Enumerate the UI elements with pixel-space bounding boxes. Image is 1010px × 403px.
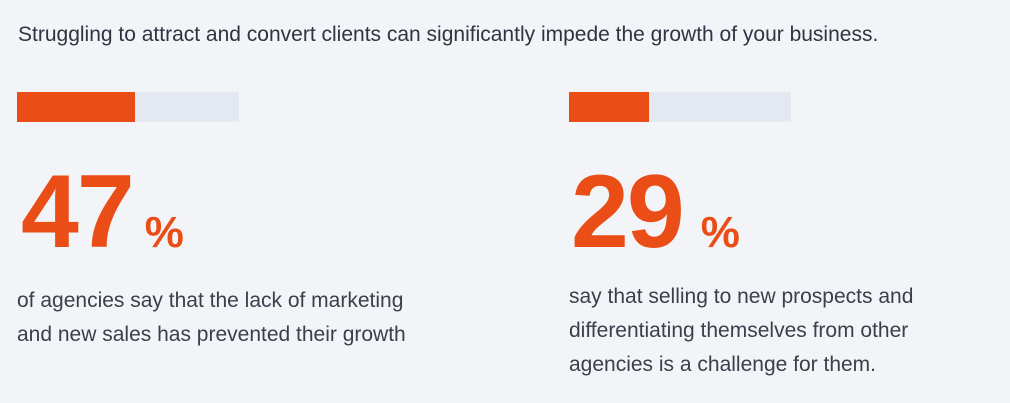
intro-text: Struggling to attract and convert client…: [18, 23, 879, 46]
stat-figure: 47%: [21, 160, 184, 264]
stat-number: 47: [21, 154, 135, 270]
progress-bar-track: [569, 92, 791, 122]
stat-number: 29: [571, 154, 685, 270]
stat-unit: %: [144, 208, 184, 257]
progress-bar-fill: [569, 92, 649, 122]
stat-figure: 29%: [571, 160, 740, 264]
progress-bar-track: [17, 92, 239, 122]
progress-bar-fill: [17, 92, 135, 122]
stat-description: say that selling to new prospects and di…: [569, 285, 914, 376]
stat-unit: %: [700, 208, 740, 257]
stat-description: of agencies say that the lack of marketi…: [17, 289, 406, 346]
